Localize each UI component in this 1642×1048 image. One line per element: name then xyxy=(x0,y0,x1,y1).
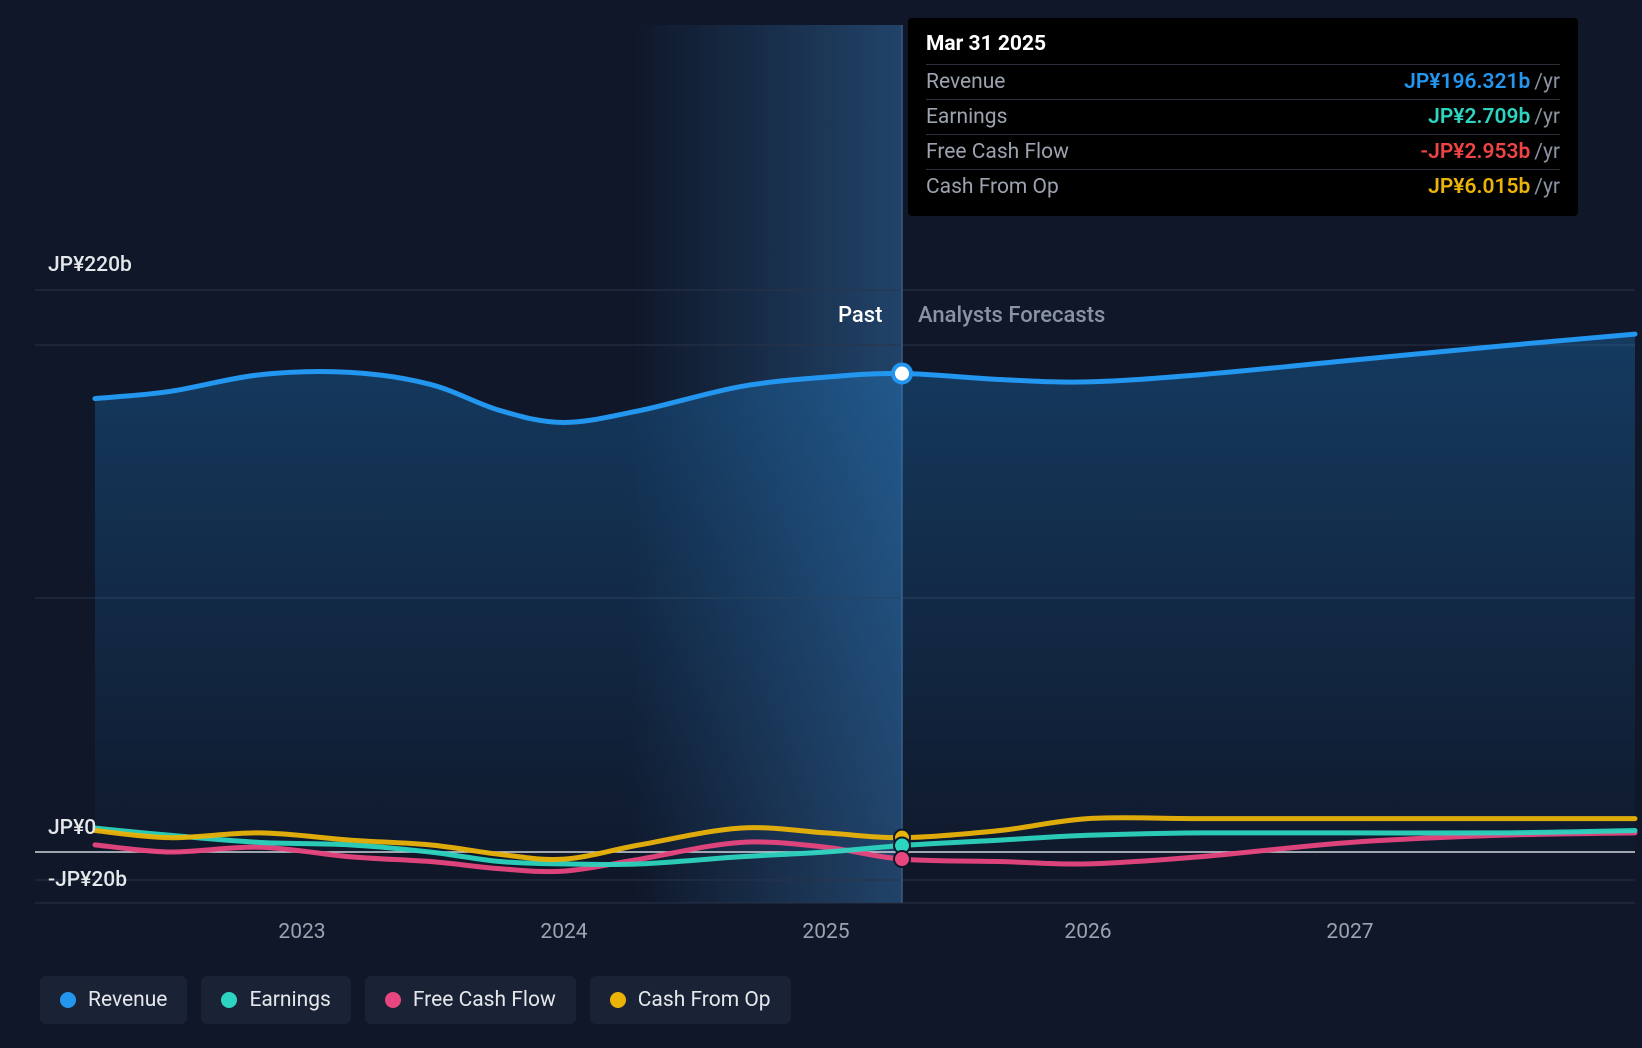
legend-label: Revenue xyxy=(88,988,167,1012)
y-tick-label: JP¥220b xyxy=(48,253,132,277)
chart-tooltip: Mar 31 2025 Revenue JP¥196.321b/yr Earni… xyxy=(908,18,1578,216)
x-tick-label: 2027 xyxy=(1326,920,1373,944)
tooltip-label: Free Cash Flow xyxy=(926,140,1069,164)
forecast-section-label: Analysts Forecasts xyxy=(918,303,1105,328)
legend-item-fcf[interactable]: Free Cash Flow xyxy=(365,976,576,1024)
tooltip-unit: /yr xyxy=(1534,70,1560,94)
legend-label: Earnings xyxy=(249,988,330,1012)
chart-legend: Revenue Earnings Free Cash Flow Cash Fro… xyxy=(40,976,791,1024)
legend-dot-icon xyxy=(60,992,76,1008)
tooltip-label: Revenue xyxy=(926,70,1005,94)
past-section-label: Past xyxy=(838,303,882,328)
x-tick-label: 2026 xyxy=(1064,920,1111,944)
tooltip-value: -JP¥2.953b xyxy=(1420,140,1530,164)
x-tick-label: 2025 xyxy=(802,920,849,944)
tooltip-unit: /yr xyxy=(1534,175,1560,199)
legend-dot-icon xyxy=(385,992,401,1008)
x-tick-label: 2024 xyxy=(540,920,587,944)
legend-label: Cash From Op xyxy=(638,988,771,1012)
tooltip-value: JP¥6.015b xyxy=(1428,175,1530,199)
y-tick-label: -JP¥20b xyxy=(48,868,127,892)
tooltip-label: Earnings xyxy=(926,105,1007,129)
tooltip-label: Cash From Op xyxy=(926,175,1059,199)
legend-dot-icon xyxy=(221,992,237,1008)
tooltip-row-fcf: Free Cash Flow -JP¥2.953b/yr xyxy=(926,134,1560,169)
x-tick-label: 2023 xyxy=(278,920,325,944)
tooltip-unit: /yr xyxy=(1534,105,1560,129)
tooltip-value: JP¥2.709b xyxy=(1428,105,1530,129)
tooltip-row-earnings: Earnings JP¥2.709b/yr xyxy=(926,99,1560,134)
legend-item-earnings[interactable]: Earnings xyxy=(201,976,350,1024)
tooltip-value: JP¥196.321b xyxy=(1404,70,1530,94)
legend-item-revenue[interactable]: Revenue xyxy=(40,976,187,1024)
y-tick-label: JP¥0 xyxy=(48,816,96,840)
financials-chart: JP¥220b JP¥0 -JP¥20b 2023 2024 2025 2026… xyxy=(0,0,1642,1048)
tooltip-row-cfo: Cash From Op JP¥6.015b/yr xyxy=(926,169,1560,204)
tooltip-unit: /yr xyxy=(1534,140,1560,164)
legend-label: Free Cash Flow xyxy=(413,988,556,1012)
tooltip-date: Mar 31 2025 xyxy=(926,32,1560,64)
legend-item-cfo[interactable]: Cash From Op xyxy=(590,976,791,1024)
legend-dot-icon xyxy=(610,992,626,1008)
tooltip-row-revenue: Revenue JP¥196.321b/yr xyxy=(926,64,1560,99)
